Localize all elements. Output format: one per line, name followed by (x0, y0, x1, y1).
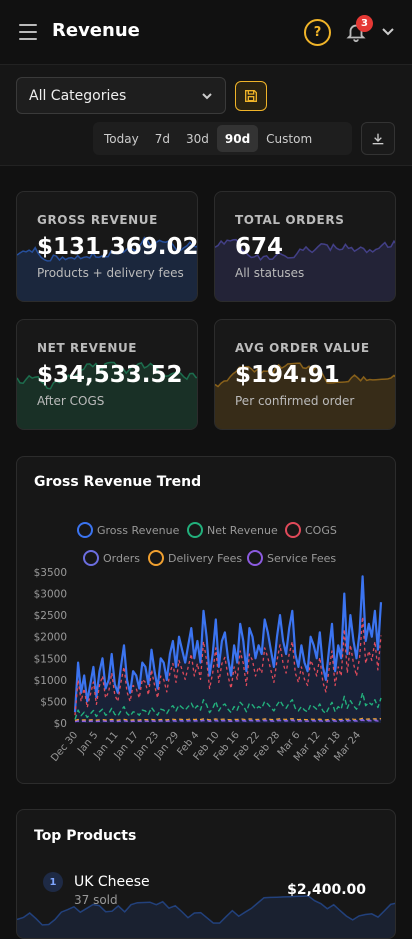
y-tick-label: $2500 (34, 610, 67, 622)
legend-swatch (187, 522, 203, 538)
category-select[interactable]: All Categories (16, 77, 226, 114)
download-button[interactable] (361, 122, 395, 155)
kpi-sparkline (17, 361, 197, 429)
help-icon[interactable]: ? (304, 19, 331, 46)
kpi-subtitle: All statuses (235, 266, 305, 280)
download-icon (372, 133, 384, 144)
category-select-value: All Categories (29, 87, 127, 104)
kpi-subtitle: Per confirmed order (235, 394, 355, 408)
legend-label: Gross Revenue (97, 524, 180, 537)
legend-label: Delivery Fees (168, 552, 242, 565)
revenue-trend-chart: Gross Revenue Net Revenue COGS Orders Delive… (34, 522, 383, 764)
kpi-card-gross-revenue[interactable]: GROSS REVENUE $131,369.02 Products + deliv… (16, 191, 198, 302)
y-tick-label: $1500 (34, 653, 67, 665)
legend-label: COGS (305, 524, 337, 537)
filter-bar: All Categories Today 7d 30d 90d Custom (0, 64, 412, 166)
legend-label: Orders (103, 552, 140, 565)
legend-swatch (83, 550, 99, 566)
range-option-90d[interactable]: 90d (216, 125, 259, 152)
legend-swatch (285, 522, 301, 538)
kpi-value: $34,533.52 (37, 362, 183, 388)
save-button[interactable] (235, 81, 267, 111)
range-option-today[interactable]: Today (104, 131, 139, 146)
range-option-30d[interactable]: 30d (185, 131, 209, 146)
kpi-subtitle: After COGS (37, 394, 105, 408)
kpi-value: $194.91 (235, 362, 340, 388)
date-range-selector: Today 7d 30d 90d Custom (93, 122, 352, 155)
series-line-delivery-fees (74, 717, 382, 721)
y-tick-label: $500 (40, 696, 67, 708)
page-title: Revenue (52, 20, 140, 41)
kpi-label: TOTAL ORDERS (235, 213, 345, 227)
product-revenue: $2,400.00 (287, 882, 366, 898)
chevron-down-icon[interactable] (382, 27, 394, 37)
kpi-value: $131,369.02 (37, 234, 198, 260)
legend-item-net-revenue[interactable]: Net Revenue (187, 522, 278, 538)
y-tick-label: $3000 (34, 589, 67, 601)
series-line-net-revenue (74, 692, 382, 720)
legend-item-gross-revenue[interactable]: Gross Revenue (77, 522, 180, 538)
range-option-7d[interactable]: 7d (154, 131, 170, 146)
product-name[interactable]: UK Cheese (74, 874, 150, 890)
kpi-card-avg-order-value[interactable]: AVG ORDER VALUE $194.91 Per confirmed orde… (214, 319, 396, 430)
legend-swatch (77, 522, 93, 538)
legend-item-orders[interactable]: Orders (83, 550, 140, 566)
kpi-label: NET REVENUE (37, 341, 138, 355)
kpi-card-total-orders[interactable]: TOTAL ORDERS 674 All statuses (214, 191, 396, 302)
chart-title: Gross Revenue Trend (34, 474, 202, 490)
series-line-service-fees (74, 719, 382, 723)
series-line-gross-revenue (73, 575, 383, 713)
series-area-gross-revenue (75, 576, 381, 723)
legend-item-cogs[interactable]: COGS (285, 522, 337, 538)
kpi-sparkline (215, 238, 395, 301)
legend-item-delivery-fees[interactable]: Delivery Fees (148, 550, 242, 566)
legend-swatch (148, 550, 164, 566)
legend-label: Net Revenue (207, 524, 278, 537)
product-sold-count: 37 sold (74, 893, 118, 907)
save-icon (245, 90, 257, 102)
kpi-label: GROSS REVENUE (37, 213, 158, 227)
legend-item-service-fees[interactable]: Service Fees (247, 550, 336, 566)
menu-icon[interactable] (19, 24, 37, 40)
kpi-label: AVG ORDER VALUE (235, 341, 370, 355)
chevron-down-icon (202, 93, 212, 100)
y-tick-label: $1000 (34, 675, 67, 687)
kpi-value: 674 (235, 234, 284, 260)
kpi-sparkline (215, 362, 395, 429)
range-option-custom[interactable]: Custom (266, 131, 313, 146)
product-rank: 1 (43, 872, 63, 892)
legend-swatch (247, 550, 263, 566)
y-tick-label: $2000 (34, 632, 67, 644)
series-line-cogs (74, 616, 382, 716)
top-bar: Revenue ? 3 (0, 0, 412, 64)
kpi-card-net-revenue[interactable]: NET REVENUE $34,533.52 After COGS (16, 319, 198, 430)
kpi-sparkline (17, 236, 197, 301)
y-tick-label: $3500 (34, 567, 67, 579)
legend-label: Service Fees (267, 552, 336, 565)
top-products-card: Top Products 1 UK Cheese 37 sold $2,400.… (16, 809, 396, 939)
gross-revenue-trend-card: Gross Revenue Trend Gross Revenue Net Rev… (16, 456, 396, 784)
kpi-subtitle: Products + delivery fees (37, 266, 184, 280)
y-tick-label: $0 (54, 718, 67, 730)
products-title: Top Products (34, 828, 137, 844)
x-tick-label: Dec 30 (49, 730, 80, 764)
notification-badge: 3 (356, 15, 373, 32)
